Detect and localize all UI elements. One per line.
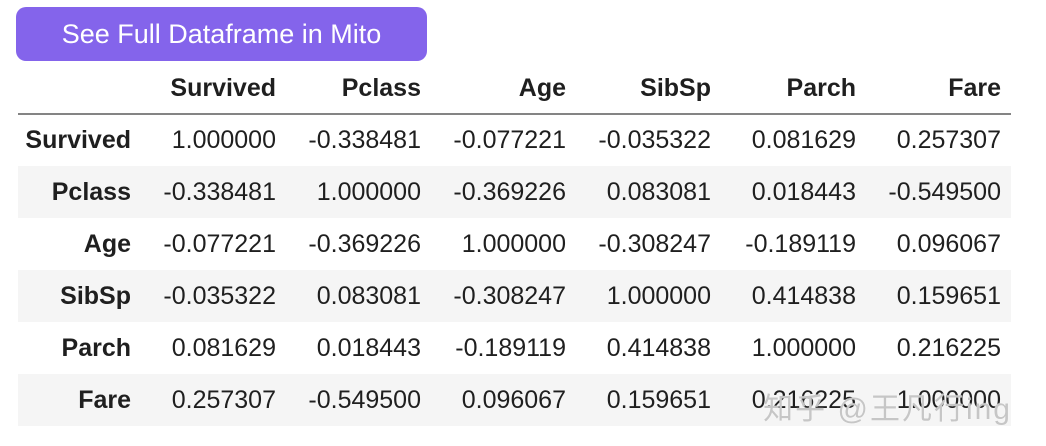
column-header-sibsp: SibSp	[640, 74, 711, 102]
table-cell: 1.000000	[171, 126, 276, 154]
column-header-fare: Fare	[948, 74, 1001, 102]
table-cell: 1.000000	[316, 177, 421, 206]
table-cell: 0.096067	[461, 385, 566, 414]
table-cell: -0.338481	[163, 177, 276, 206]
table-cell: -0.549500	[888, 177, 1001, 206]
table-cell: -0.035322	[163, 281, 276, 310]
table-cell: -0.369226	[453, 177, 566, 206]
table-row-pclass: Pclass -0.338481 1.000000 -0.369226 0.08…	[18, 166, 1011, 218]
table-cell: 0.159651	[606, 385, 711, 414]
table-cell: 0.216225	[751, 385, 856, 414]
table-cell: -0.189119	[455, 333, 566, 362]
table-cell: 1.000000	[751, 333, 856, 362]
correlation-table: Survived Pclass Age SibSp Parch Fare Sur…	[18, 68, 1011, 426]
row-header: Age	[83, 229, 131, 258]
table-cell: 0.083081	[606, 177, 711, 206]
table-row-age: Age -0.077221 -0.369226 1.000000 -0.3082…	[18, 218, 1011, 270]
row-header: SibSp	[60, 281, 131, 310]
see-full-dataframe-button[interactable]: See Full Dataframe in Mito	[16, 7, 427, 61]
table-cell: 0.216225	[896, 333, 1001, 362]
row-header: Survived	[25, 126, 131, 154]
table-cell: 0.018443	[316, 333, 421, 362]
table-row-fare: Fare 0.257307 -0.549500 0.096067 0.15965…	[18, 374, 1011, 426]
table-cell: 0.414838	[606, 333, 711, 362]
table-cell: 1.000000	[606, 281, 711, 310]
table-cell: 1.000000	[461, 229, 566, 258]
table-cell: 0.081629	[171, 333, 276, 362]
column-header-survived: Survived	[170, 74, 276, 102]
row-header: Parch	[61, 333, 131, 362]
table-cell: 0.083081	[316, 281, 421, 310]
header-row: Survived Pclass Age SibSp Parch Fare	[18, 68, 1011, 114]
table-cell: -0.308247	[453, 281, 566, 310]
table-cell: 0.018443	[751, 177, 856, 206]
table-cell: -0.338481	[308, 126, 421, 154]
row-header: Pclass	[51, 177, 131, 206]
table-row-survived: Survived 1.000000 -0.338481 -0.077221 -0…	[18, 114, 1011, 166]
table-cell: -0.077221	[163, 229, 276, 258]
table-cell: 0.081629	[751, 126, 856, 154]
table-cell: 0.414838	[751, 281, 856, 310]
row-header: Fare	[78, 385, 131, 414]
table-cell: -0.077221	[453, 126, 566, 154]
table-row-parch: Parch 0.081629 0.018443 -0.189119 0.4148…	[18, 322, 1011, 374]
table-cell: -0.369226	[308, 229, 421, 258]
table-cell: -0.189119	[745, 229, 856, 258]
table-cell: 0.257307	[896, 126, 1001, 154]
table-row-sibsp: SibSp -0.035322 0.083081 -0.308247 1.000…	[18, 270, 1011, 322]
column-header-pclass: Pclass	[341, 74, 421, 102]
corner-cell	[18, 68, 141, 114]
table-cell: 1.000000	[896, 385, 1001, 414]
table-cell: -0.035322	[598, 126, 711, 154]
table-cell: 0.096067	[896, 229, 1001, 258]
table-cell: -0.549500	[308, 385, 421, 414]
table-cell: 0.257307	[171, 385, 276, 414]
table-cell: 0.159651	[896, 281, 1001, 310]
column-header-parch: Parch	[786, 74, 856, 102]
column-header-age: Age	[518, 74, 566, 102]
dataframe-container: Survived Pclass Age SibSp Parch Fare Sur…	[18, 68, 1011, 426]
table-cell: -0.308247	[598, 229, 711, 258]
